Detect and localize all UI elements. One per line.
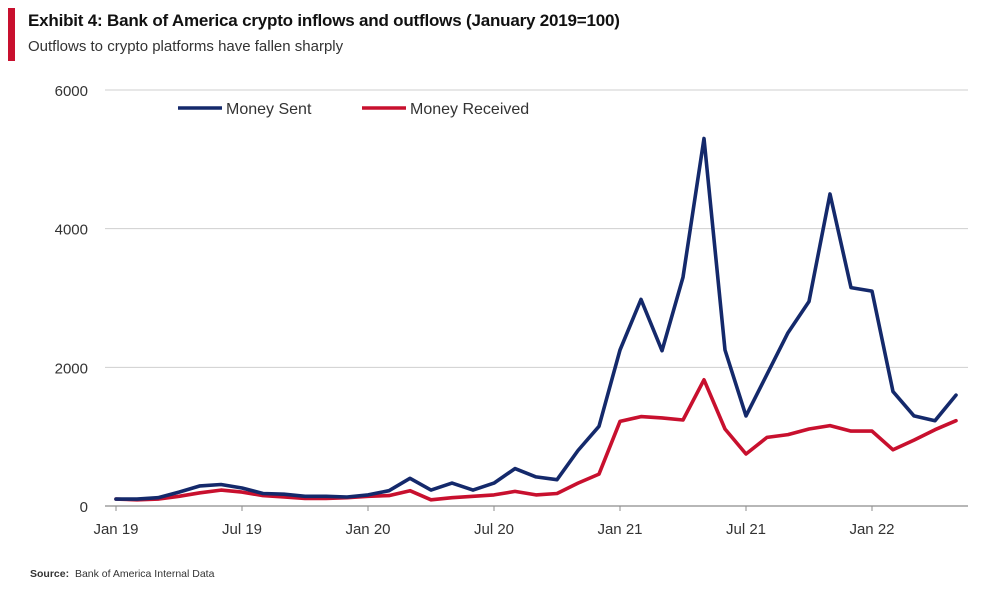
y-axis-ticks: 0 2000 4000 6000	[55, 83, 88, 516]
x-tick-label: Jan 22	[849, 521, 894, 538]
x-tick-label: Jan 21	[597, 521, 642, 538]
x-tick-label: Jul 20	[474, 521, 514, 538]
x-tick-label: Jan 19	[93, 521, 138, 538]
accent-bar	[8, 8, 15, 61]
x-axis-ticks: Jan 19 Jul 19 Jan 20 Jul 20 Jan 21 Jul 21 Jan …	[93, 506, 895, 538]
source-text: Bank of America Internal Data	[74, 568, 215, 580]
x-tick-label: Jul 21	[726, 521, 766, 538]
chart-title: Exhibit 4: Bank of America crypto inflow…	[28, 11, 620, 30]
legend-label: Money Sent	[226, 101, 312, 118]
source-note: Source: Bank of America Internal Data	[30, 568, 214, 580]
y-tick-label: 0	[80, 499, 88, 516]
y-tick-label: 6000	[55, 83, 88, 100]
source-label: Source:	[30, 568, 70, 580]
legend: Money Sent Money Received	[178, 101, 529, 118]
series-lines	[114, 136, 958, 502]
series-line-money-sent	[114, 136, 958, 501]
y-tick-label: 2000	[55, 360, 88, 377]
gridlines	[105, 89, 968, 507]
legend-label: Money Received	[410, 101, 529, 118]
series-line-money-received	[114, 377, 958, 502]
y-tick-label: 4000	[55, 222, 88, 239]
x-tick-label: Jan 20	[345, 521, 390, 538]
x-tick-label: Jul 19	[222, 521, 262, 538]
chart-subtitle: Outflows to crypto platforms have fallen…	[28, 38, 344, 55]
